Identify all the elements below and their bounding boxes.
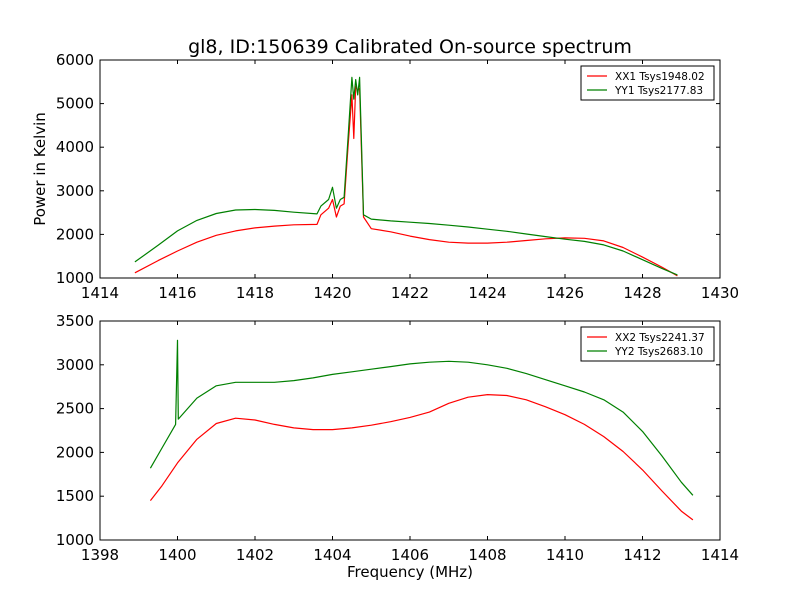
y-tick-label: 6000 — [56, 51, 94, 69]
legend-box — [580, 65, 715, 101]
legend-box — [580, 326, 715, 362]
legend: XX1 Tsys1948.02 YY1 Tsys2177.83 — [580, 65, 715, 101]
y-tick-label: 4000 — [56, 138, 94, 156]
y-tick-label: 1000 — [56, 531, 94, 549]
x-tick-label: 1424 — [468, 284, 506, 302]
y-tick-label: 3000 — [56, 356, 94, 374]
x-tick-label: 1414 — [81, 284, 119, 302]
x-tick-label: 1406 — [391, 546, 429, 564]
x-tick-label: 1426 — [546, 284, 584, 302]
y-tick-label: 3500 — [56, 312, 94, 330]
x-tick-label: 1422 — [391, 284, 429, 302]
legend: XX2 Tsys2241.37 YY2 Tsys2683.10 — [580, 326, 715, 362]
x-tick-label: 1402 — [236, 546, 274, 564]
x-axis-label: Frequency (MHz) — [347, 563, 473, 581]
chart-panel-1: 1414 1416 1418 1420 1422 1424 1426 1428 1430 1000… — [56, 51, 739, 302]
y-axis-label-top: Power in Kelvin — [31, 112, 49, 226]
series-line-yy2 — [149, 339, 694, 496]
legend-label: YY2 Tsys2683.10 — [614, 346, 703, 358]
x-tick-label: 1408 — [468, 546, 506, 564]
y-tick-label: 1500 — [56, 487, 94, 505]
legend-label: XX1 Tsys1948.02 — [615, 71, 705, 83]
legend-label: XX2 Tsys2241.37 — [615, 332, 705, 344]
x-tick-label: 1410 — [546, 546, 584, 564]
x-tick-label: 1398 — [81, 546, 119, 564]
y-tick-label: 2000 — [56, 443, 94, 461]
x-tick-label: 1412 — [623, 546, 661, 564]
y-tick-label: 5000 — [56, 95, 94, 113]
y-tick-label: 3000 — [56, 182, 94, 200]
chart-panel-2: 1398 1400 1402 1404 1406 1408 1410 1412 1414 1000… — [56, 312, 739, 564]
x-tick-label: 1430 — [701, 284, 739, 302]
y-tick-label: 1000 — [56, 269, 94, 287]
series-line-xx2 — [149, 394, 694, 521]
y-tick-label: 2500 — [56, 400, 94, 418]
x-tick-label: 1400 — [158, 546, 196, 564]
y-tick-label: 2000 — [56, 225, 94, 243]
x-tick-label: 1428 — [623, 284, 661, 302]
x-tick-label: 1414 — [701, 546, 739, 564]
figure-title: gl8, ID:150639 Calibrated On-source spec… — [188, 36, 632, 58]
x-tick-label: 1404 — [313, 546, 351, 564]
series-line-yy1 — [134, 76, 678, 276]
legend-label: YY1 Tsys2177.83 — [614, 85, 703, 97]
x-tick-label: 1420 — [313, 284, 351, 302]
x-tick-label: 1418 — [236, 284, 274, 302]
x-tick-label: 1416 — [158, 284, 196, 302]
